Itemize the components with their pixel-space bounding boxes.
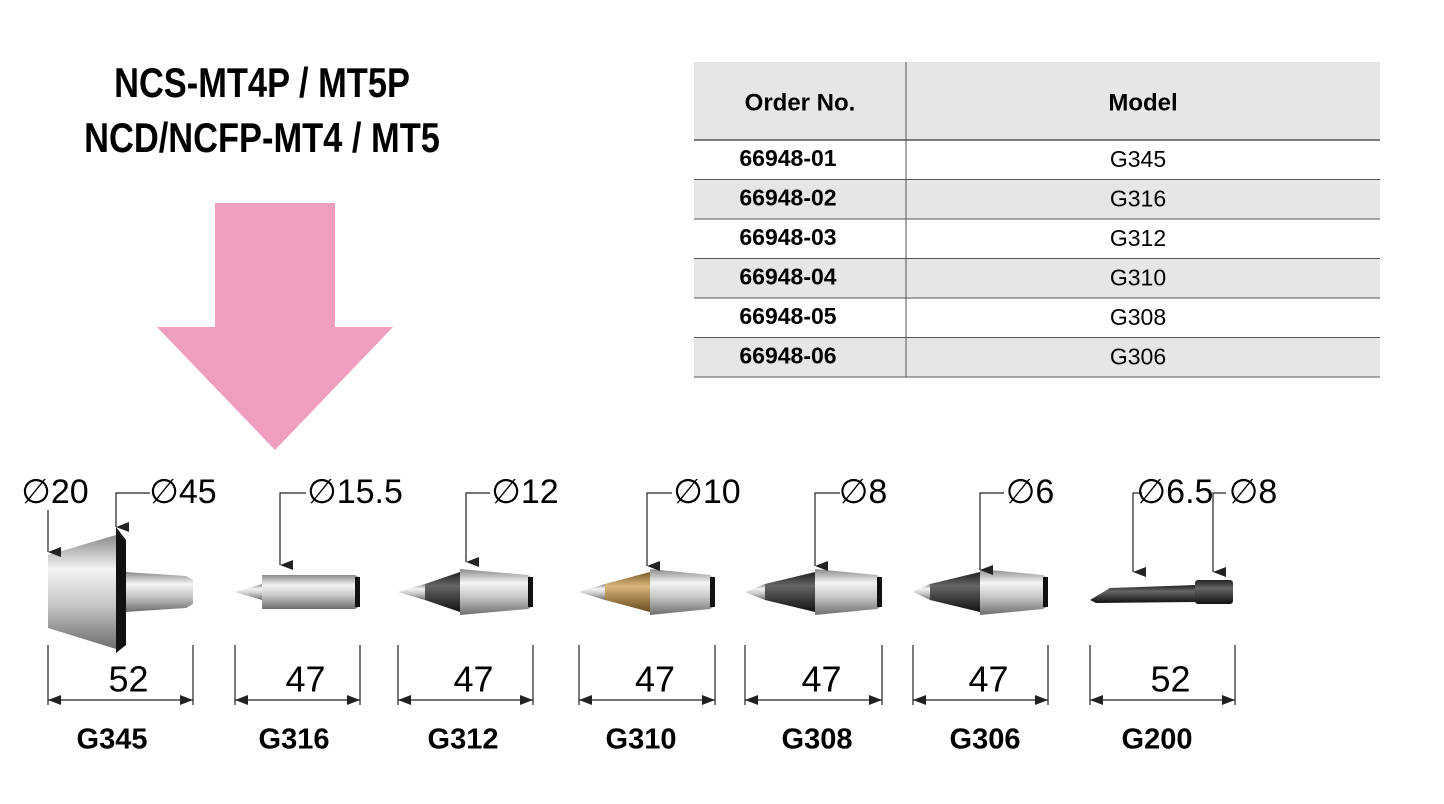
diameter-label: ∅6 [1006,473,1055,511]
product-name: G310 [606,724,677,756]
title-group: NCS-MT4P / MT5P NCD/NCFP-MT4 / MT5 [84,60,440,162]
leader [1212,492,1226,577]
product-name: G312 [428,724,499,756]
tool-blade [1090,585,1196,603]
tool-neck [765,572,815,612]
order-no: 66948-01 [739,145,836,171]
tool-flange [116,527,126,653]
leader [814,492,840,571]
diameter-label: ∅8 [1229,473,1278,511]
tool-body [815,569,882,615]
diameter-label: ∅12 [491,473,558,511]
leader [979,492,1004,575]
length-label: 47 [285,659,325,700]
order-no: 66948-04 [739,263,836,289]
products: ∅20 ∅45 52 G345 ∅15.5 47 G316 ∅12 47 G312 ∅10 47 G31… [21,473,1277,756]
column-header: Model [1108,89,1177,116]
title: NCS-MT4P / MT5P [114,60,410,107]
tool-end [355,577,360,607]
model: G306 [1110,343,1166,369]
leader [115,492,150,532]
product-name: G308 [782,724,853,756]
model: G345 [1110,146,1166,172]
header-bg [694,62,1380,140]
length-label: 52 [108,659,148,700]
tool-end [528,577,533,607]
tool-point [398,584,425,600]
diameter-label: ∅10 [673,473,740,511]
tool-shank [126,572,193,612]
leader [279,492,306,570]
length-label: 52 [1150,659,1190,700]
length-label: 47 [968,659,1008,700]
model: G308 [1110,304,1166,330]
tool-point [913,584,930,600]
order-no: 66948-06 [739,342,836,368]
tool-point [745,584,765,600]
arrow [157,203,393,450]
tool-neck [425,572,460,612]
diameter-label: ∅6.5 [1137,473,1214,511]
product-name: G316 [259,724,330,756]
diameter-label: ∅45 [149,473,216,511]
tool-body [48,535,116,649]
tool-end [877,577,882,607]
diameter-label: ∅8 [839,473,888,511]
leader [646,492,672,571]
row-bg [694,179,1380,219]
row-bg [694,337,1380,377]
length-label: 47 [635,659,675,700]
length-label: 47 [453,659,493,700]
tool-body [460,569,533,615]
leader [1132,492,1146,577]
product-name: G306 [950,724,1021,756]
order-no: 66948-03 [739,224,836,250]
tool-end [1043,577,1048,607]
leader [465,492,490,567]
title: NCD/NCFP-MT4 / MT5 [84,115,440,162]
model: G310 [1110,264,1166,290]
model: G316 [1110,185,1166,211]
table: Order No. Model 66948-01 G345 66948-02 G316 66… [694,62,1380,378]
tool-end [710,577,715,607]
tool-point [579,584,605,600]
length-label: 47 [801,659,841,700]
diameter-label: ∅15.5 [307,473,403,511]
order-no: 66948-05 [739,303,836,329]
tool-neck [930,572,980,612]
tool-shank [1195,580,1233,604]
order-no: 66948-02 [739,184,836,210]
column-header: Order No. [745,89,856,116]
product-name: G200 [1122,724,1193,756]
model: G312 [1110,225,1166,251]
product-name: G345 [77,724,148,756]
diameter-label: ∅20 [21,473,88,511]
row-bg [694,258,1380,298]
tool-point [235,584,262,600]
tool-body [980,569,1048,615]
tool-body [262,575,360,609]
tool-neck [605,572,650,612]
tool-body [650,569,715,615]
